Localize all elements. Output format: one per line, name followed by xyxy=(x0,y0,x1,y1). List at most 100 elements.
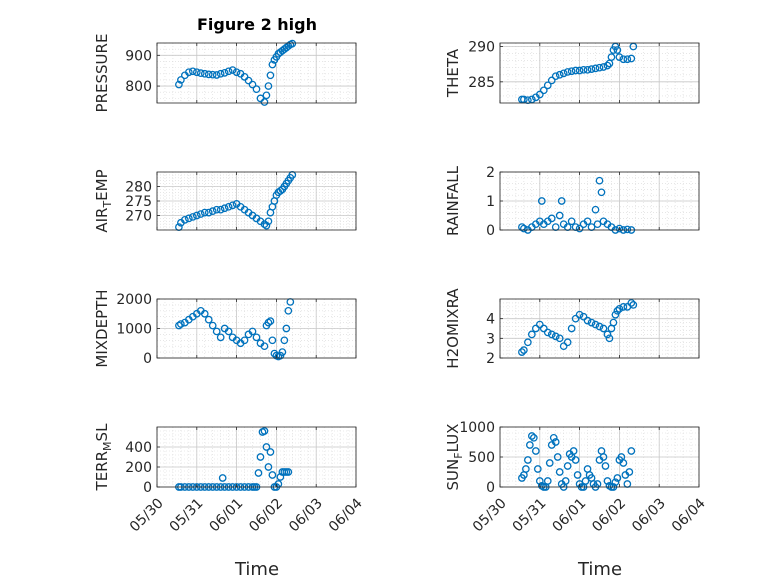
x-tick-label: 05/30 xyxy=(470,495,510,535)
data-point xyxy=(535,320,544,329)
data-point xyxy=(567,324,576,333)
y-tick-label: 800 xyxy=(125,79,152,95)
y-tick-label: 280 xyxy=(125,180,152,196)
data-point xyxy=(200,69,209,78)
data-point xyxy=(555,211,564,220)
data-point xyxy=(276,187,285,195)
y-tick-label: 4 xyxy=(486,312,495,328)
data-point xyxy=(216,69,225,78)
y-axis-label: AIRTEMP xyxy=(93,169,114,232)
data-point xyxy=(175,321,183,330)
data-point xyxy=(551,332,560,341)
data-point xyxy=(559,342,568,351)
data-point xyxy=(613,474,622,482)
data-point xyxy=(551,72,560,81)
x-axis-label-left: Time xyxy=(234,559,279,580)
data-point xyxy=(196,210,205,218)
data-point xyxy=(555,468,564,476)
data-point xyxy=(212,327,221,336)
data-point xyxy=(248,80,257,89)
data-point xyxy=(224,202,233,211)
data-point xyxy=(240,336,249,345)
data-point xyxy=(527,432,536,440)
data-point xyxy=(280,336,289,345)
x-tick-label: 06/02 xyxy=(589,495,629,535)
data-point xyxy=(266,448,275,456)
subplot-1: 285 290 THETA xyxy=(444,40,700,105)
subplot-7: 0 500 1000 05/30 05/31 06/01 06/02 06/03 06/04 SU… xyxy=(444,420,709,535)
data-point xyxy=(220,204,229,213)
data-point xyxy=(603,330,612,339)
data-point xyxy=(539,86,548,95)
data-point xyxy=(522,465,530,473)
data-point xyxy=(524,456,532,464)
data-point xyxy=(200,309,209,318)
data-point xyxy=(216,333,225,342)
data-point xyxy=(192,211,201,220)
y-tick-label: 290 xyxy=(468,40,495,56)
y-tick-label: 285 xyxy=(468,75,495,91)
data-point xyxy=(549,433,558,442)
y-tick-label: 400 xyxy=(125,440,152,456)
data-point xyxy=(567,217,576,226)
plot-area xyxy=(500,299,699,358)
data-point xyxy=(531,324,540,333)
data-point xyxy=(615,53,624,61)
data-point xyxy=(220,68,229,77)
data-point xyxy=(288,39,297,48)
y-axis-label: MIXDEPTH xyxy=(93,289,111,367)
data-point xyxy=(629,301,638,309)
x-tick-label: 05/30 xyxy=(127,495,167,535)
data-point xyxy=(264,318,273,327)
data-point xyxy=(224,327,233,336)
data-point xyxy=(204,315,213,324)
data-point xyxy=(204,70,213,79)
data-point xyxy=(627,447,636,455)
data-point xyxy=(613,46,622,54)
y-tick-label: 900 xyxy=(125,48,152,64)
data-point xyxy=(607,53,616,61)
y-tick-label: 3 xyxy=(486,331,495,347)
y-tick-label: 1000 xyxy=(116,322,152,338)
data-point xyxy=(531,447,540,455)
y-tick-label: 0 xyxy=(143,351,152,367)
x-tick-label: 06/03 xyxy=(286,495,326,535)
data-point xyxy=(208,321,217,330)
data-point xyxy=(615,304,624,313)
data-point xyxy=(563,68,572,76)
subplot-6: 0 200 400 05/30 05/31 06/01 06/02 06/03 06/04 TER… xyxy=(93,423,366,535)
axes-box xyxy=(156,42,357,104)
data-point xyxy=(603,477,612,485)
x-axis-label-right: Time xyxy=(577,559,622,580)
data-point xyxy=(623,55,632,64)
data-point xyxy=(212,205,221,214)
y-tick-label: 200 xyxy=(125,460,152,476)
data-point xyxy=(563,338,572,347)
data-point xyxy=(599,63,608,71)
data-point xyxy=(563,462,572,470)
subplot-0: 800 900 PRESSURE xyxy=(93,34,357,112)
data-point xyxy=(266,317,275,325)
data-point xyxy=(613,306,622,315)
figure-title: Figure 2 high xyxy=(197,15,317,34)
data-point xyxy=(595,63,604,72)
data-point xyxy=(216,205,225,214)
data-point xyxy=(595,176,604,185)
data-point xyxy=(625,468,634,476)
data-point xyxy=(583,217,592,226)
data-point xyxy=(547,76,556,85)
data-point xyxy=(609,318,618,327)
data-point xyxy=(545,459,554,467)
x-tick-label: 06/03 xyxy=(629,495,669,535)
data-point xyxy=(264,82,273,90)
data-point xyxy=(571,456,580,464)
data-point xyxy=(587,318,596,327)
data-point xyxy=(543,477,552,485)
x-tick-label: 05/31 xyxy=(167,495,207,535)
data-point xyxy=(619,459,628,467)
data-point xyxy=(619,55,628,64)
y-tick-label: 0 xyxy=(486,480,495,496)
